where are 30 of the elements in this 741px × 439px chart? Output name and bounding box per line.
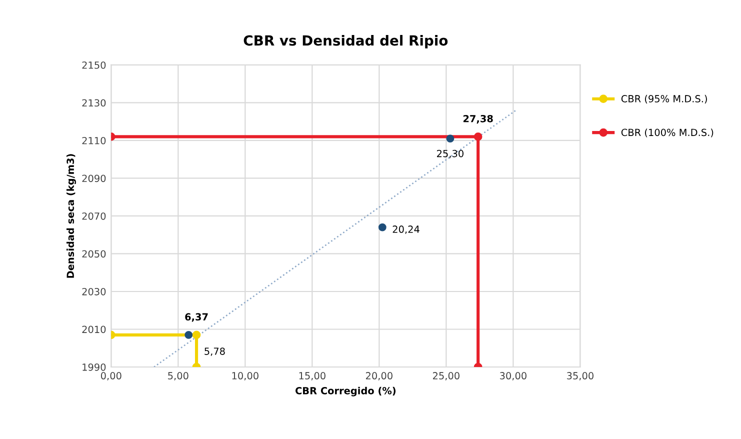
y-tick-label: 2070 bbox=[82, 212, 106, 220]
x-tick-label: 0,00 bbox=[100, 372, 122, 380]
annotation: 27,38 bbox=[463, 114, 493, 124]
annotation: 5,78 bbox=[204, 348, 225, 356]
x-tick-label: 25,00 bbox=[432, 372, 460, 380]
y-tick-label: 1990 bbox=[82, 363, 106, 371]
point bbox=[184, 330, 193, 339]
annotation: 20,24 bbox=[392, 226, 420, 234]
legend-label: CBR (100% M.D.S.) bbox=[621, 128, 714, 138]
y-axis-title: Densidad seca (kg/m3) bbox=[66, 154, 76, 278]
y-tick-label: 2010 bbox=[82, 326, 106, 334]
x-tick-label: 20,00 bbox=[366, 372, 392, 380]
y-tick-label: 2090 bbox=[82, 174, 106, 182]
annotation: 6,37 bbox=[185, 313, 208, 322]
x-tick-label: 35,00 bbox=[567, 372, 594, 380]
legend-label: CBR (95% M.D.S.) bbox=[621, 94, 707, 104]
y-tick-label: 2130 bbox=[82, 99, 106, 107]
x-tick-label: 10,00 bbox=[232, 372, 258, 380]
y-tick-label: 2050 bbox=[82, 250, 106, 258]
point bbox=[446, 134, 454, 143]
x-tick-label: 15,00 bbox=[299, 372, 326, 380]
annotation: 25,30 bbox=[437, 150, 464, 158]
x-axis-title: CBR Corregido (%) bbox=[295, 386, 396, 396]
x-tick-label: 5,00 bbox=[168, 372, 188, 380]
y-tick-label: 2150 bbox=[82, 61, 106, 69]
y-tick-label: 2110 bbox=[82, 136, 106, 144]
point bbox=[378, 223, 386, 232]
x-tick-label: 30,00 bbox=[500, 372, 526, 380]
y-tick-label: 2030 bbox=[82, 288, 106, 296]
chart-title: CBR vs Densidad del Ripio bbox=[244, 34, 448, 48]
